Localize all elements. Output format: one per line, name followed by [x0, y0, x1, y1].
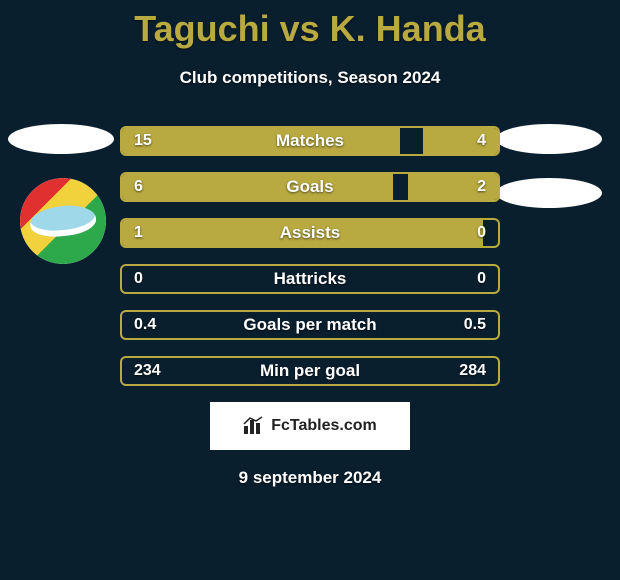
page-title: Taguchi vs K. Handa: [0, 0, 620, 50]
stat-row: 234Min per goal284: [120, 356, 500, 386]
club-badge-placeholder: [8, 124, 114, 154]
stat-row: 0Hattricks0: [120, 264, 500, 294]
date-label: 9 september 2024: [0, 468, 620, 488]
stat-row: 0.4Goals per match0.5: [120, 310, 500, 340]
club-badge-placeholder: [496, 178, 602, 208]
stat-right-value: 0: [477, 220, 486, 246]
comparison-panel: 15Matches46Goals21Assists00Hattricks00.4…: [0, 126, 620, 488]
stat-right-value: 0.5: [464, 312, 486, 338]
source-badge: FcTables.com: [210, 402, 410, 450]
stat-label: Goals per match: [122, 312, 498, 338]
player-left-badges: [8, 124, 114, 264]
player-right-badges: [496, 124, 602, 232]
stat-right-value: 284: [459, 358, 486, 384]
stat-right-value: 0: [477, 266, 486, 292]
club-logo-icon: [20, 178, 106, 264]
page-subtitle: Club competitions, Season 2024: [0, 68, 620, 88]
stat-right-value: 4: [477, 128, 486, 154]
bar-chart-icon: [243, 416, 265, 436]
stat-right-value: 2: [477, 174, 486, 200]
stat-label: Assists: [122, 220, 498, 246]
stat-label: Matches: [122, 128, 498, 154]
stat-bars: 15Matches46Goals21Assists00Hattricks00.4…: [120, 126, 500, 386]
stat-row: 15Matches4: [120, 126, 500, 156]
stat-label: Hattricks: [122, 266, 498, 292]
stat-row: 1Assists0: [120, 218, 500, 248]
stat-label: Min per goal: [122, 358, 498, 384]
club-badge-placeholder: [496, 124, 602, 154]
stat-row: 6Goals2: [120, 172, 500, 202]
source-label: FcTables.com: [271, 417, 377, 435]
stat-label: Goals: [122, 174, 498, 200]
